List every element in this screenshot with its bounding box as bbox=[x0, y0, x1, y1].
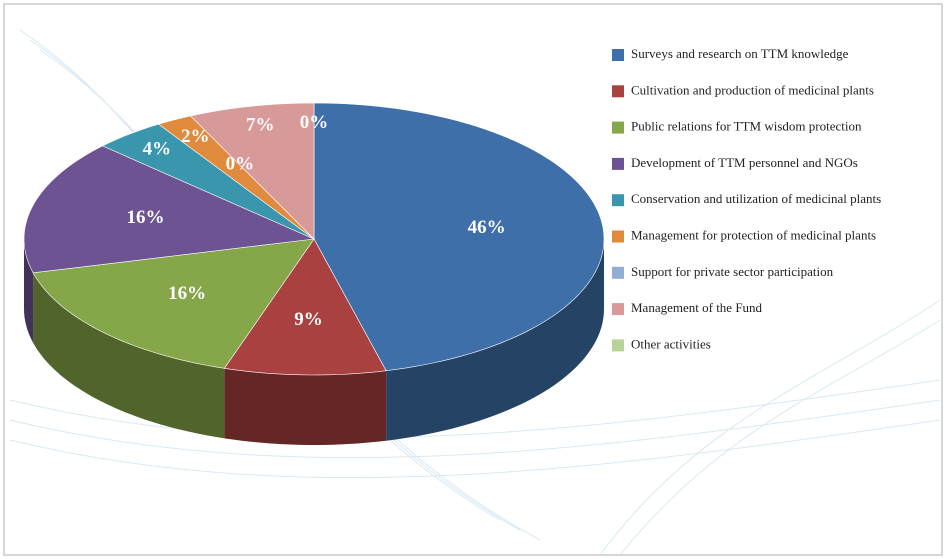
legend-swatch bbox=[612, 266, 624, 279]
legend-label: Development of TTM personnel and NGOs bbox=[631, 155, 858, 170]
slice-side bbox=[224, 368, 387, 445]
legend-swatch bbox=[612, 157, 624, 170]
data-label: 7% bbox=[246, 115, 275, 136]
data-label: 16% bbox=[168, 283, 206, 304]
background-swooshes bbox=[9, 29, 941, 556]
legend-label: Cultivation and production of medicinal … bbox=[631, 82, 874, 97]
slice-side bbox=[386, 239, 604, 441]
legend-swatch bbox=[612, 85, 624, 98]
data-label: 0% bbox=[226, 154, 255, 175]
legend-label: Conservation and utilization of medicina… bbox=[631, 191, 881, 206]
legend-swatch bbox=[612, 121, 624, 134]
slice-side bbox=[33, 272, 225, 439]
legend-label: Management of the Fund bbox=[631, 300, 763, 315]
legend-swatch bbox=[612, 49, 624, 61]
slice bbox=[101, 123, 315, 240]
data-label: 9% bbox=[294, 309, 323, 330]
legend-swatch bbox=[612, 303, 624, 316]
legend-swatch bbox=[612, 194, 624, 207]
slice bbox=[223, 238, 387, 376]
legend-label: Other activities bbox=[631, 336, 711, 351]
slice bbox=[313, 102, 605, 372]
slice-side bbox=[24, 239, 34, 343]
legend-label: Support for private sector participation bbox=[631, 264, 834, 279]
legend-swatch bbox=[612, 230, 624, 243]
legend-swatch bbox=[612, 339, 624, 352]
data-label: 16% bbox=[126, 207, 164, 228]
slice bbox=[23, 145, 316, 274]
data-label: 2% bbox=[181, 126, 210, 147]
data-label: 46% bbox=[468, 217, 506, 238]
data-label: 4% bbox=[143, 138, 172, 159]
slice bbox=[32, 238, 315, 369]
legend-label: Surveys and research on TTM knowledge bbox=[631, 46, 849, 61]
slice bbox=[189, 102, 315, 240]
legend-label: Public relations for TTM wisdom protecti… bbox=[631, 119, 862, 134]
legend-label: Management for protection of medicinal p… bbox=[631, 227, 876, 242]
data-label: 0% bbox=[300, 112, 329, 133]
